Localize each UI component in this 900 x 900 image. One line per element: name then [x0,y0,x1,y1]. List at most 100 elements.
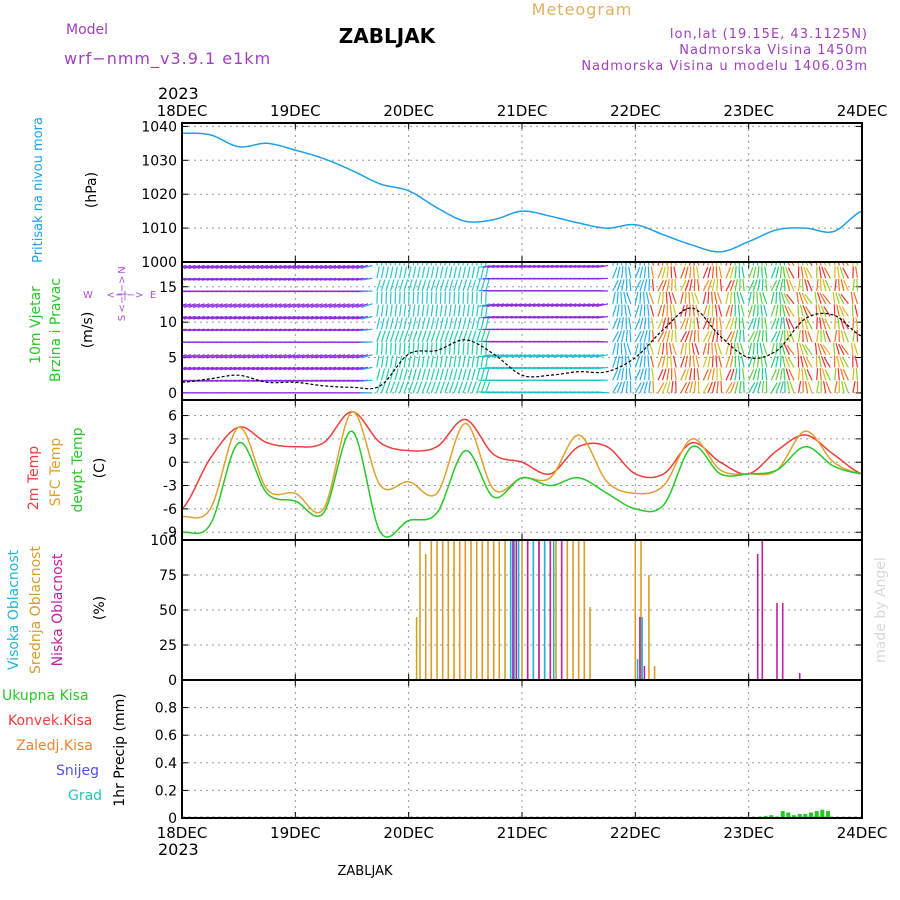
wind-barb [657,369,664,381]
wind-barb [834,279,837,292]
wind-barb [467,291,469,304]
wind-barb [634,317,641,330]
wind-barb [439,355,443,368]
wind-barb [193,303,205,308]
wind-barb [720,380,723,393]
sfc-temp-ylabel: SFC Temp [48,438,64,507]
wind-barb [224,277,237,281]
wind-barb [541,303,554,307]
wind-barb [476,262,478,266]
wind-barb [819,262,822,266]
wind-barb [689,381,694,394]
wind-barb [417,355,421,368]
wind-barb [715,266,718,279]
xtick-label-top: 22DEC [610,102,661,120]
wind-barb [471,304,475,317]
wind-barb [702,280,710,292]
wind-barb [671,343,677,355]
wind-barb [840,279,845,292]
wind-barb [202,354,214,359]
wind-barb [639,381,645,394]
wind-barb [804,279,809,292]
wind-barb [573,354,586,358]
wind-barb [220,354,233,359]
wind-barb [782,317,786,330]
wind-barb [444,381,450,394]
wind-barb [510,303,523,307]
wind-barb [532,354,545,358]
wind-barb [816,380,820,394]
wind-barb [394,330,400,343]
wind-barb [643,368,647,381]
wind-barb [719,368,723,381]
wind-barb [661,304,666,317]
wind-barb [752,304,756,317]
wind-barb [720,329,723,343]
wind-barb [819,292,827,305]
wind-barb [742,329,745,343]
wind-barb [838,305,845,317]
wind-ylabel-1: 10m Vjetar [28,286,44,364]
wind-barb [625,266,627,279]
pressure-unit-label: (hPa) [84,172,100,208]
wind-barb [824,318,831,330]
wind-barb [523,264,536,268]
wind-barb [621,381,626,394]
wind-barb [260,354,273,359]
precip-frame [181,679,863,819]
wind-barb [408,317,412,330]
wind-barb [666,381,671,394]
wind-barb [426,330,432,343]
wind-barb [807,381,813,394]
wind-barb [651,317,655,330]
wind-barb [478,264,491,268]
wind-barb [439,317,444,330]
wind-barb [480,279,486,292]
wind-barb [224,264,237,269]
wind-barb [775,355,779,368]
wind-barb [197,315,210,320]
wind-barb [287,366,301,371]
wind-barb [797,330,801,343]
wind-barb [480,342,483,355]
wind-barb [842,267,849,279]
wind-barb [748,317,754,330]
wind-barb [333,277,346,281]
wind-barb [342,366,355,371]
wind-barb [628,368,632,381]
wind-barb [789,381,795,394]
footer-title: ZABLJAK [338,864,393,879]
compass-arrows-horizontal: <−|−> [107,290,144,301]
wind-barb [355,277,368,281]
wind-barb [260,264,273,269]
wind-barb [385,330,391,343]
wind-barb [742,262,745,266]
wind-barb [725,355,731,368]
wind-barb [328,354,341,359]
wind-barb [684,266,689,279]
wind-barb [467,355,471,368]
wind-compass: <−|−> N S W <−|−> E [83,266,156,321]
xtick-label-bottom: 18DEC [157,824,208,842]
wind-barb [775,279,781,292]
wind-barb [206,303,219,308]
wind-barb [283,277,296,281]
wind-barb [621,330,625,343]
wind-barb [816,368,819,381]
wind-barb [786,380,791,394]
dewpt-temp-ylabel: dewpt Temp [70,427,86,512]
wind-barb [725,262,728,266]
wind-speed-line [181,307,863,390]
meteogram-label: Meteogram [532,0,633,19]
wind-barb [823,262,827,266]
wind-barb [814,291,818,304]
wind-barb [333,354,346,359]
wind-barb [430,381,436,394]
wind-barb [426,342,429,355]
wind-barb [380,381,387,394]
wind-barb [403,279,409,292]
wind-barb [288,264,301,269]
wind-barb [671,292,677,305]
wind-barb [426,266,430,279]
wind-barb [823,356,831,368]
